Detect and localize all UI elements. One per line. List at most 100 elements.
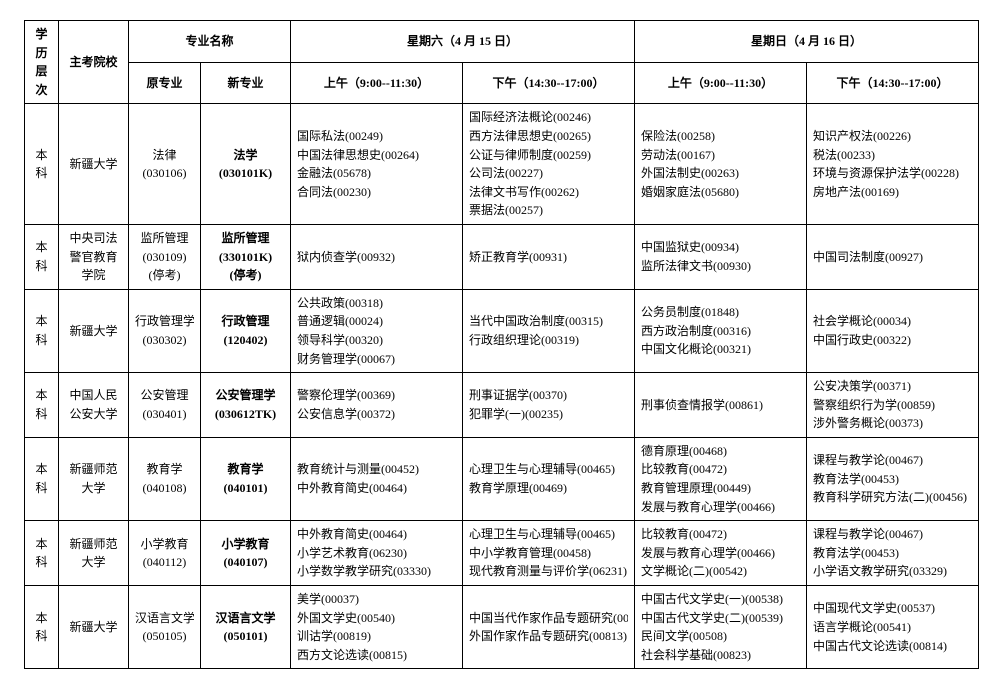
course-cell: 矫正教育学(00931) — [463, 224, 635, 289]
course-cell: 行政管理(120402) — [201, 289, 291, 372]
course-line: 教育管理原理(00449) — [641, 479, 800, 498]
course-cell: 警察伦理学(00369)公安信息学(00372) — [291, 373, 463, 438]
course-cell: 刑事证据学(00370)犯罪学(一)(00235) — [463, 373, 635, 438]
course-cell: 中外教育简史(00464)小学艺术教育(06230)小学数学教学研究(03330… — [291, 521, 463, 586]
course-line: 现代教育测量与评价学(06231) — [469, 562, 628, 581]
course-line: (040107) — [207, 553, 284, 572]
course-line: 小学数学教学研究(03330) — [297, 562, 456, 581]
course-line: (050105) — [135, 627, 194, 646]
course-line: 刑事侦查情报学(00861) — [641, 396, 800, 415]
course-cell: 社会学概论(00034)中国行政史(00322) — [806, 289, 978, 372]
course-line: 外国文学史(00540) — [297, 609, 456, 628]
course-cell: 课程与教学论(00467)教育法学(00453)小学语文教学研究(03329) — [806, 521, 978, 586]
course-line: (030401) — [135, 405, 194, 424]
course-line: 保险法(00258) — [641, 127, 800, 146]
course-cell: 美学(00037)外国文学史(00540)训诂学(00819)西方文论选读(00… — [291, 586, 463, 669]
table-row: 本科新疆师范大学教育学(040108)教育学(040101)教育统计与测量(00… — [25, 437, 979, 520]
course-line: 知识产权法(00226) — [813, 127, 972, 146]
course-line: 中国现代文学史(00537) — [813, 599, 972, 618]
course-cell: 中国当代作家作品专题研究(00812)外国作家作品专题研究(00813) — [463, 586, 635, 669]
course-line: 房地产法(00169) — [813, 183, 972, 202]
table-row: 本科新疆大学汉语言文学(050105)汉语言文学(050101)美学(00037… — [25, 586, 979, 669]
course-cell: 公务员制度(01848)西方政治制度(00316)中国文化概论(00321) — [634, 289, 806, 372]
header-sun-am: 上午（9:00--11:30） — [634, 62, 806, 104]
course-line: (停考) — [135, 266, 194, 285]
course-line: 监所法律文书(00930) — [641, 257, 800, 276]
level-cell: 本科 — [25, 373, 59, 438]
course-line: 外国法制史(00263) — [641, 164, 800, 183]
table-row: 本科中央司法警官教育学院监所管理(030109)(停考)监所管理(330101K… — [25, 224, 979, 289]
course-cell: 教育学(040101) — [201, 437, 291, 520]
course-line: 外国作家作品专题研究(00813) — [469, 627, 628, 646]
course-cell: 汉语言文学(050105) — [129, 586, 201, 669]
header-sat-am: 上午（9:00--11:30） — [291, 62, 463, 104]
course-line: 中国司法制度(00927) — [813, 248, 972, 267]
header-school: 主考院校 — [59, 21, 129, 104]
course-line: 西方政治制度(00316) — [641, 322, 800, 341]
course-cell: 德育原理(00468)比较教育(00472)教育管理原理(00449)发展与教育… — [634, 437, 806, 520]
course-cell: 行政管理学(030302) — [129, 289, 201, 372]
course-cell: 法律(030106) — [129, 104, 201, 225]
course-line: 教育学原理(00469) — [469, 479, 628, 498]
course-line: 法学 — [207, 146, 284, 165]
course-cell: 中国现代文学史(00537)语言学概论(00541)中国古代文论选读(00814… — [806, 586, 978, 669]
header-level: 学历层次 — [25, 21, 59, 104]
level-cell: 本科 — [25, 521, 59, 586]
course-cell: 中国监狱史(00934)监所法律文书(00930) — [634, 224, 806, 289]
course-line: 法律文书写作(00262) — [469, 183, 628, 202]
course-cell: 中国司法制度(00927) — [806, 224, 978, 289]
course-line: 中国当代作家作品专题研究(00812) — [469, 609, 628, 628]
course-line: 汉语言文学 — [207, 609, 284, 628]
course-line: (040101) — [207, 479, 284, 498]
course-line: 法律 — [135, 146, 194, 165]
level-cell: 本科 — [25, 104, 59, 225]
header-saturday: 星期六（4 月 15 日） — [291, 21, 635, 63]
course-line: 中国古代文论选读(00814) — [813, 637, 972, 656]
course-line: 教育学 — [135, 460, 194, 479]
course-line: (030101K) — [207, 164, 284, 183]
course-line: (停考) — [207, 266, 284, 285]
course-line: 公证与律师制度(00259) — [469, 146, 628, 165]
course-line: 教育法学(00453) — [813, 544, 972, 563]
level-cell: 本科 — [25, 224, 59, 289]
course-line: 心理卫生与心理辅导(00465) — [469, 460, 628, 479]
course-line: (030106) — [135, 164, 194, 183]
course-cell: 保险法(00258)劳动法(00167)外国法制史(00263)婚姻家庭法(05… — [634, 104, 806, 225]
header-new-major: 新专业 — [201, 62, 291, 104]
course-line: 社会科学基础(00823) — [641, 646, 800, 665]
course-line: 民间文学(00508) — [641, 627, 800, 646]
course-cell: 狱内侦查学(00932) — [291, 224, 463, 289]
course-line: 领导科学(00320) — [297, 331, 456, 350]
school-cell: 新疆大学 — [59, 289, 129, 372]
course-line: 合同法(00230) — [297, 183, 456, 202]
course-line: 文学概论(二)(00542) — [641, 562, 800, 581]
course-line: 婚姻家庭法(05680) — [641, 183, 800, 202]
course-cell: 心理卫生与心理辅导(00465)中小学教育管理(00458)现代教育测量与评价学… — [463, 521, 635, 586]
course-line: 中外教育简史(00464) — [297, 479, 456, 498]
course-cell: 公安管理(030401) — [129, 373, 201, 438]
course-line: 中外教育简史(00464) — [297, 525, 456, 544]
course-line: 小学教育 — [207, 535, 284, 554]
course-line: 比较教育(00472) — [641, 460, 800, 479]
course-line: 发展与教育心理学(00466) — [641, 544, 800, 563]
course-line: 心理卫生与心理辅导(00465) — [469, 525, 628, 544]
course-cell: 比较教育(00472)发展与教育心理学(00466)文学概论(二)(00542) — [634, 521, 806, 586]
course-line: (030612TK) — [207, 405, 284, 424]
course-line: (030109) — [135, 248, 194, 267]
course-line: 公共政策(00318) — [297, 294, 456, 313]
course-line: 犯罪学(一)(00235) — [469, 405, 628, 424]
course-cell: 公共政策(00318)普通逻辑(00024)领导科学(00320)财务管理学(0… — [291, 289, 463, 372]
course-line: 公安决策学(00371) — [813, 377, 972, 396]
course-line: 美学(00037) — [297, 590, 456, 609]
course-line: 公司法(00227) — [469, 164, 628, 183]
course-cell: 教育学(040108) — [129, 437, 201, 520]
course-line: 汉语言文学 — [135, 609, 194, 628]
course-line: 国际私法(00249) — [297, 127, 456, 146]
course-cell: 中国古代文学史(一)(00538)中国古代文学史(二)(00539)民间文学(0… — [634, 586, 806, 669]
course-line: 课程与教学论(00467) — [813, 451, 972, 470]
course-line: (040108) — [135, 479, 194, 498]
course-line: 中小学教育管理(00458) — [469, 544, 628, 563]
school-cell: 新疆大学 — [59, 104, 129, 225]
course-cell: 国际私法(00249)中国法律思想史(00264)金融法(05678)合同法(0… — [291, 104, 463, 225]
course-line: 监所管理 — [135, 229, 194, 248]
